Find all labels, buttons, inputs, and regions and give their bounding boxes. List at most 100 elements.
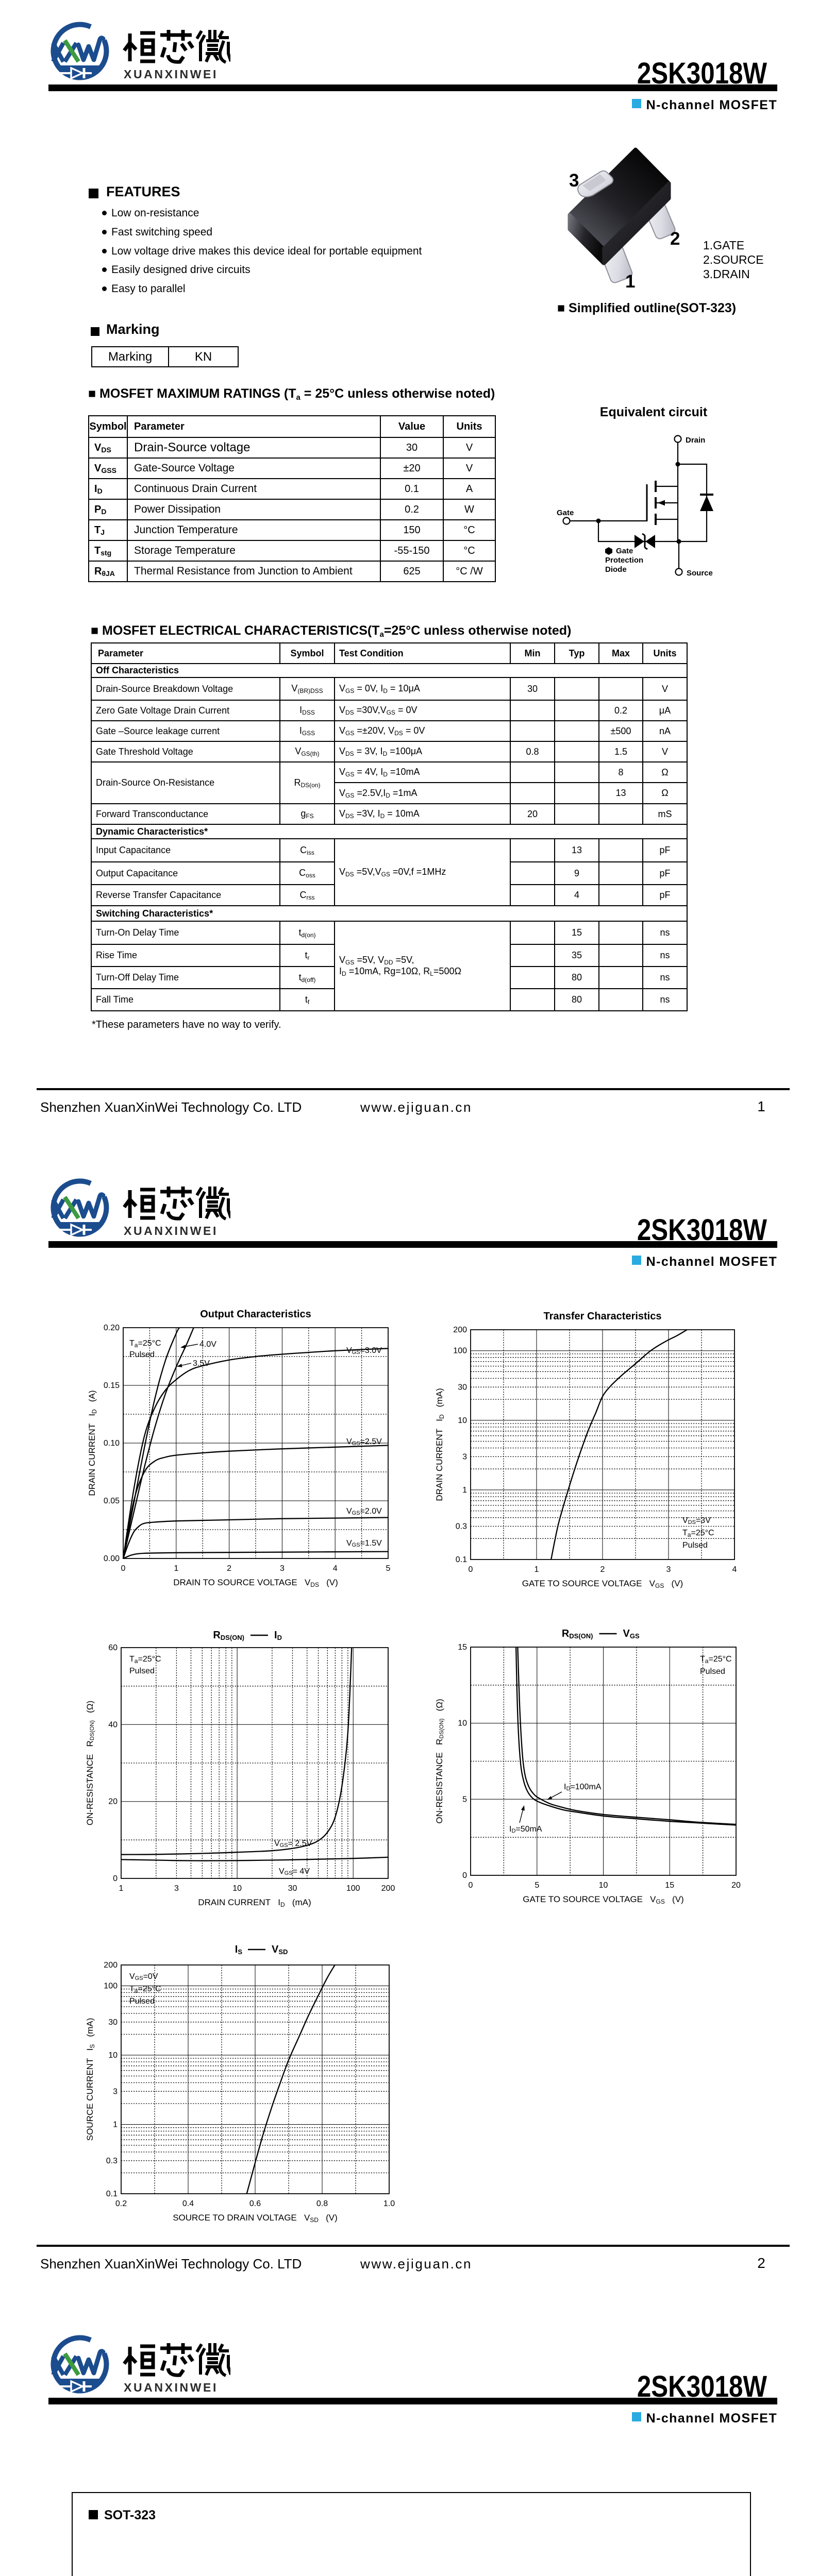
svg-text:3: 3 <box>666 1565 671 1574</box>
svg-text:ID=100mA: ID=100mA <box>564 1783 602 1792</box>
svg-text:60: 60 <box>108 1643 118 1652</box>
svg-text:0.4: 0.4 <box>182 2199 194 2208</box>
svg-text:0.1: 0.1 <box>106 2190 118 2198</box>
svg-text:20: 20 <box>108 1798 118 1806</box>
svg-text:VGS: VGS <box>623 1628 640 1640</box>
svg-text:10: 10 <box>108 2051 118 2060</box>
svg-text:4: 4 <box>732 1565 737 1574</box>
svg-text:RDS(ON): RDS(ON) <box>213 1630 244 1641</box>
svg-text:100: 100 <box>453 1347 467 1355</box>
svg-text:DRAIN CURRENT ID (mA): DRAIN CURRENT ID (mA) <box>435 1388 445 1501</box>
svg-text:5: 5 <box>535 1881 539 1890</box>
svg-text:VGS= 2.5V: VGS= 2.5V <box>274 1839 312 1849</box>
svg-text:30: 30 <box>108 2018 118 2027</box>
svg-text:200: 200 <box>104 1961 118 1970</box>
svg-text:VGS=2.5V: VGS=2.5V <box>346 1437 382 1447</box>
svg-text:Equivalent circuit: Equivalent circuit <box>600 405 708 419</box>
svg-text:4.0V: 4.0V <box>199 1340 216 1349</box>
svg-text:100: 100 <box>104 1982 118 1991</box>
svg-text:200: 200 <box>453 1326 467 1334</box>
svg-text:Ta=25°C: Ta=25°C <box>129 1985 161 1994</box>
svg-text:SOT-323: SOT-323 <box>104 2508 156 2522</box>
svg-text:Drain: Drain <box>686 436 705 445</box>
svg-text:Pulsed: Pulsed <box>682 1541 708 1550</box>
svg-text:Ta=25°C: Ta=25°C <box>682 1529 714 1538</box>
svg-text:10: 10 <box>599 1881 608 1890</box>
svg-text:Ta=25°C: Ta=25°C <box>129 1655 161 1665</box>
svg-text:5: 5 <box>386 1564 391 1573</box>
svg-text:IS: IS <box>235 1944 243 1956</box>
svg-text:0: 0 <box>469 1565 473 1574</box>
svg-text:3: 3 <box>462 1452 467 1461</box>
svg-text:3: 3 <box>569 171 579 191</box>
svg-text:DRAIN CURRENT ID (A): DRAIN CURRENT ID (A) <box>87 1390 98 1496</box>
svg-text:DRAIN TO SOURCE VOLTAGE VDS: DRAIN TO SOURCE VOLTAGE VDS (V) <box>173 1578 338 1588</box>
svg-text:0: 0 <box>462 1871 467 1880</box>
svg-text:10: 10 <box>458 1416 467 1425</box>
svg-text:100: 100 <box>346 1884 360 1893</box>
svg-text:0.8: 0.8 <box>316 2199 328 2208</box>
svg-text:0.3: 0.3 <box>106 2157 118 2165</box>
svg-text:0.2: 0.2 <box>115 2199 127 2208</box>
svg-text:1: 1 <box>535 1565 539 1574</box>
svg-text:0.00: 0.00 <box>104 1554 120 1563</box>
svg-text:0: 0 <box>469 1881 473 1890</box>
svg-text:Gate: Gate <box>616 547 633 555</box>
svg-text:RDS(ON): RDS(ON) <box>562 1628 593 1640</box>
svg-text:40: 40 <box>108 1720 118 1729</box>
svg-text:ID=50mA: ID=50mA <box>509 1825 542 1834</box>
svg-text:VGS= 4V: VGS= 4V <box>279 1867 310 1876</box>
svg-text:0.15: 0.15 <box>104 1381 120 1390</box>
svg-text:1: 1 <box>625 272 635 292</box>
svg-text:200: 200 <box>381 1884 395 1893</box>
svg-text:0: 0 <box>113 1874 118 1883</box>
svg-text:0.20: 0.20 <box>104 1324 120 1332</box>
svg-text:5: 5 <box>462 1795 467 1804</box>
svg-text:ID: ID <box>274 1630 282 1641</box>
svg-text:3: 3 <box>280 1564 285 1573</box>
svg-text:15: 15 <box>458 1643 467 1652</box>
svg-text:Source: Source <box>687 569 713 578</box>
svg-text:SOURCE TO DRAIN VOLTAGE VSD: SOURCE TO DRAIN VOLTAGE VSD (V) <box>173 2213 338 2224</box>
svg-text:Transfer Characteristics: Transfer Characteristics <box>543 1311 661 1322</box>
svg-text:ON-RESISTANCE RDS(ON) (Ω): ON-RESISTANCE RDS(ON) (Ω) <box>435 1699 445 1823</box>
svg-text:VGS=3.0V: VGS=3.0V <box>346 1346 382 1355</box>
svg-text:0.6: 0.6 <box>249 2199 261 2208</box>
svg-text:Ta=25°C: Ta=25°C <box>700 1655 732 1665</box>
svg-text:1: 1 <box>174 1564 178 1573</box>
svg-text:10: 10 <box>232 1884 242 1893</box>
svg-text:20: 20 <box>731 1881 741 1890</box>
svg-text:0.3: 0.3 <box>456 1522 467 1531</box>
svg-text:DRAIN CURRENT ID (mA): DRAIN CURRENT ID (mA) <box>198 1897 311 1908</box>
svg-text:Gate: Gate <box>557 509 574 517</box>
svg-text:0.10: 0.10 <box>104 1439 120 1448</box>
svg-text:VGS=0V: VGS=0V <box>129 1972 158 1981</box>
svg-text:2: 2 <box>600 1565 605 1574</box>
svg-text:Pulsed: Pulsed <box>129 1350 155 1359</box>
svg-text:2: 2 <box>227 1564 231 1573</box>
svg-text:SOURCE CURRENT IS (mA): SOURCE CURRENT IS (mA) <box>85 2018 96 2141</box>
svg-text:Output Characteristics: Output Characteristics <box>200 1309 311 1320</box>
svg-text:1: 1 <box>113 2121 118 2129</box>
svg-text:1.0: 1.0 <box>383 2199 395 2208</box>
svg-text:3.5V: 3.5V <box>193 1359 210 1368</box>
svg-text:Diode: Diode <box>605 565 627 574</box>
svg-text:4: 4 <box>333 1564 338 1573</box>
svg-text:30: 30 <box>288 1884 297 1893</box>
svg-text:0: 0 <box>121 1564 126 1573</box>
svg-text:VSD: VSD <box>272 1944 288 1956</box>
svg-text:0.05: 0.05 <box>104 1497 120 1505</box>
svg-text:1: 1 <box>462 1486 467 1495</box>
svg-text:GATE TO SOURCE VOLTAGE VGS: GATE TO SOURCE VOLTAGE VGS (V) <box>523 1894 683 1905</box>
svg-text:VDS=3V: VDS=3V <box>682 1516 711 1526</box>
svg-text:2: 2 <box>670 229 680 249</box>
svg-text:15: 15 <box>665 1881 674 1890</box>
svg-text:1: 1 <box>119 1884 124 1893</box>
svg-text:Pulsed: Pulsed <box>129 1667 155 1675</box>
svg-text:ON-RESISTANCE RDS(ON) (Ω): ON-RESISTANCE RDS(ON) (Ω) <box>85 1701 95 1825</box>
svg-text:30: 30 <box>458 1383 467 1392</box>
svg-text:GATE TO SOURCE VOLTAGE VGS: GATE TO SOURCE VOLTAGE VGS (V) <box>522 1579 683 1589</box>
svg-text:10: 10 <box>458 1719 467 1728</box>
svg-text:Ta=25°C: Ta=25°C <box>129 1339 161 1349</box>
svg-text:0.1: 0.1 <box>456 1555 467 1564</box>
